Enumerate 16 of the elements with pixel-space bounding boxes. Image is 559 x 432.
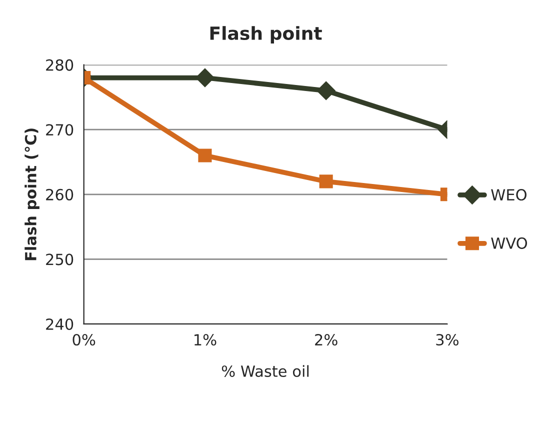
y-tick-label: 240 xyxy=(46,318,74,330)
legend-label: WVO xyxy=(491,237,528,249)
point xyxy=(196,68,214,88)
y-tick-label: 270 xyxy=(46,124,74,136)
chart-title: Flash point xyxy=(210,26,322,44)
x-tick-label: 0% xyxy=(72,334,96,346)
y-tick-label: 250 xyxy=(46,254,74,266)
y-tick-label: 260 xyxy=(46,188,74,200)
x-axis-title: % Waste oil xyxy=(222,365,309,377)
x-tick-label: 3% xyxy=(436,334,458,346)
point xyxy=(316,81,336,100)
y-axis-title: Flash point (°C) xyxy=(24,128,40,260)
legend-label: WEO xyxy=(491,189,526,201)
y-tick-label: 280 xyxy=(46,59,74,71)
x-tick-label: 1% xyxy=(194,334,216,346)
x-tick-label: 2% xyxy=(315,334,338,346)
